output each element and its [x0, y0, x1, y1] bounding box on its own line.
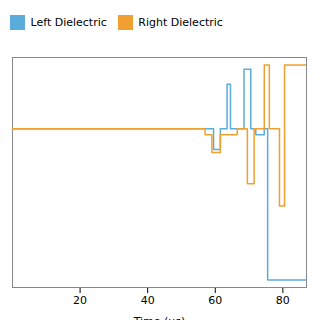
svg-text:20: 20 — [73, 294, 87, 307]
svg-text:40: 40 — [141, 294, 155, 307]
html-text:Left Dielectric: Left Dielectric — [30, 16, 107, 29]
svg-text:60: 60 — [208, 294, 222, 307]
svg-text:Time (μs): Time (μs) — [133, 314, 186, 320]
svg-text:80: 80 — [276, 294, 290, 307]
html-text:Right Dielectric: Right Dielectric — [138, 16, 223, 29]
